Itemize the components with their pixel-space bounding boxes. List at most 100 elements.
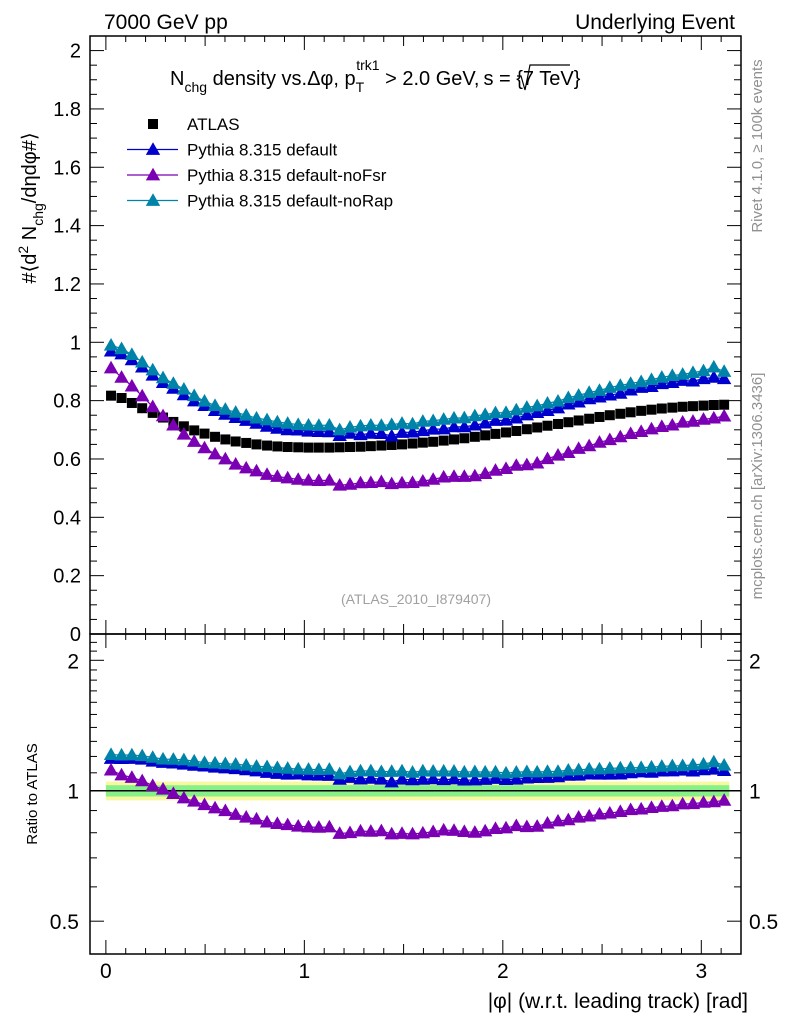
atlas-data-point: [677, 401, 688, 412]
ratio-data-point: [114, 747, 129, 761]
mc-data-point: [561, 445, 576, 458]
ratio-data-point: [529, 764, 545, 778]
ratio-data-point: [581, 808, 597, 822]
mc-data-point: [166, 376, 181, 389]
ratio-data-point: [477, 772, 493, 785]
mc-data-point: [706, 410, 722, 424]
ratio-data-point: [394, 772, 410, 785]
mc-data-point: [716, 371, 732, 385]
atlas-data-point: [459, 433, 470, 444]
atlas-data-point: [584, 413, 595, 424]
ratio-data-point: [394, 826, 410, 839]
ratio-data-point: [176, 752, 192, 766]
atlas-data-point: [386, 439, 397, 450]
mc-data-point: [218, 402, 233, 415]
y-tick-label-main: 0.2: [53, 566, 81, 588]
watermark: (ATLAS_2010_I879407): [341, 591, 491, 607]
ratio-data-point: [218, 756, 233, 770]
atlas-data-point: [251, 439, 262, 450]
atlas-data-point: [376, 440, 387, 451]
ratio-data-point: [291, 819, 306, 832]
ratio-data-point: [228, 756, 243, 770]
mc-data-point: [633, 374, 649, 388]
ratio-data-point: [342, 825, 358, 839]
atlas-data-point: [573, 415, 584, 426]
mc-data-point: [280, 470, 295, 484]
mc-data-point: [685, 414, 701, 427]
mc-data-point: [498, 412, 514, 426]
mc-data-point: [415, 473, 431, 487]
ratio-data-point: [197, 755, 212, 768]
y-tick-label-main: 0.6: [53, 449, 81, 471]
mc-data-point: [425, 472, 441, 485]
mc-data-point: [509, 402, 524, 416]
ratio-data-point: [155, 751, 171, 765]
mc-data-point: [550, 394, 566, 407]
mc-data-point: [581, 391, 597, 405]
ratio-data-point: [239, 758, 254, 771]
mc-data-point: [186, 434, 202, 447]
ratio-data-point: [124, 770, 140, 783]
ratio-data-point: [446, 763, 462, 777]
y-tick-label-ratio-right: 0.5: [749, 911, 778, 934]
ratio-data-point: [374, 771, 389, 785]
mc-data-point: [488, 463, 503, 476]
mc-data-point: [124, 378, 140, 392]
atlas-data-point: [303, 442, 314, 453]
mc-data-point: [270, 469, 285, 482]
ratio-data-point: [363, 763, 379, 777]
mc-data-point: [477, 466, 493, 479]
atlas-data-point: [480, 430, 491, 441]
mc-data-point: [270, 421, 285, 434]
atlas-data-point: [511, 425, 522, 436]
atlas-data-point: [667, 402, 678, 413]
mc-data-point: [134, 388, 150, 402]
ratio-data-point: [467, 764, 483, 778]
x-axis-label: |φ| (w.r.t. leading track) [rad]: [488, 990, 748, 1013]
mc-data-point: [259, 412, 275, 426]
mc-data-point: [155, 408, 171, 422]
axis-tick-labels: 0 1 2 3 0 0.2 0.4 0.6 0.8 1 1.2 1.4 1.6 1.8 2 0.5 0.5 1 1 2…: [50, 41, 778, 983]
ratio-data-point: [353, 763, 368, 777]
atlas-data-point: [532, 422, 543, 433]
mc-data-point: [394, 475, 410, 489]
ratio-data-point: [467, 825, 483, 838]
ratio-data-point: [467, 772, 483, 786]
atlas-data-point: [490, 428, 501, 439]
atlas-data-point: [656, 403, 667, 414]
ratio-data-point: [644, 759, 659, 773]
atlas-data-point: [137, 403, 148, 414]
ratio-data-point: [633, 801, 649, 815]
legend-label: ATLAS: [187, 115, 240, 134]
ratio-data-point: [166, 752, 181, 765]
atlas-data-point: [719, 399, 730, 410]
ratio-data-point: [425, 824, 441, 838]
ratio-data-point: [259, 759, 275, 773]
mc-data-point: [384, 417, 399, 430]
ratio-data-point: [270, 816, 285, 829]
ratio-data-point: [301, 762, 316, 775]
atlas-data-point: [199, 428, 210, 439]
ratio-data-point: [488, 764, 503, 778]
atlas-data-point: [241, 437, 252, 448]
ratio-data-point: [436, 772, 451, 786]
ratio-data-point: [498, 820, 514, 834]
mc-data-point: [249, 463, 264, 477]
legend-marker-atlas: [148, 119, 158, 129]
mc-data-point: [384, 476, 399, 490]
ratio-data-point: [425, 764, 441, 777]
x-tick-label: 3: [695, 960, 707, 983]
rivet-label: Rivet 4.1.0, ≥ 100k events: [749, 59, 766, 232]
mc-data-point: [415, 414, 431, 427]
atlas-data-point: [698, 400, 709, 411]
mc-data-point: [145, 399, 160, 413]
mc-data-point: [239, 408, 254, 421]
ratio-data-point: [425, 771, 441, 785]
ratio-data-point: [353, 771, 368, 785]
mc-data-point: [550, 400, 566, 414]
atlas-data-point: [262, 440, 273, 451]
ratio-data-point: [602, 805, 618, 819]
ratio-data-point: [633, 760, 649, 774]
mc-data-point: [696, 363, 711, 377]
legend-label: Pythia 8.315 default-noFsr: [187, 166, 387, 185]
